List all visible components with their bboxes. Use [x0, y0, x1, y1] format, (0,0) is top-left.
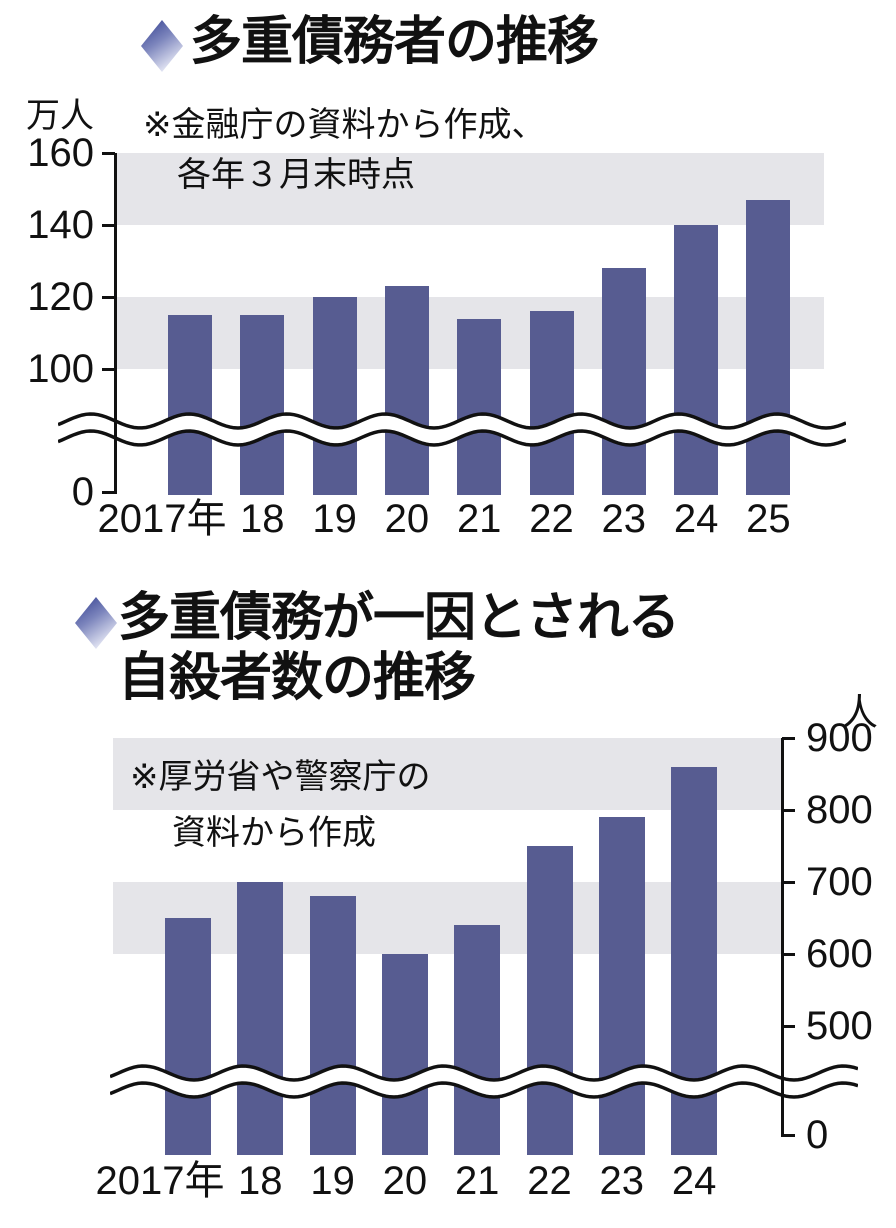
- y-tick-mark: [782, 808, 795, 812]
- y-axis-line: [113, 153, 117, 494]
- y-tick-label: 800: [806, 788, 873, 832]
- diamond-bullet-icon: [141, 20, 183, 72]
- bar-19: [312, 297, 357, 495]
- y-tick-mark: [102, 367, 115, 371]
- y-tick-mark: [782, 736, 795, 740]
- y-tick-mark: [102, 223, 115, 227]
- x-axis-label: 21: [454, 1159, 500, 1203]
- x-axis-label: 18: [240, 497, 285, 541]
- gray-band: [113, 738, 782, 810]
- bar-2017: [165, 918, 211, 1155]
- x-axis-label: 18: [238, 1159, 283, 1203]
- y-tick-label: 600: [806, 932, 873, 976]
- chart1-unit-label: 万人: [26, 97, 94, 135]
- bar-22: [529, 311, 574, 495]
- x-axis-label: 20: [384, 497, 430, 541]
- x-axis-label: 23: [601, 497, 647, 541]
- x-axis-label: 24: [671, 1159, 717, 1203]
- bar-22: [526, 846, 573, 1155]
- x-axis-label: 19: [312, 497, 357, 541]
- bar-19: [309, 896, 356, 1155]
- y-tick-mark: [102, 295, 115, 299]
- x-axis-label: 22: [529, 497, 574, 541]
- bar-20: [381, 954, 428, 1155]
- chart1-title: 多重債務者の推移: [190, 13, 599, 71]
- x-axis-label: 25: [746, 497, 791, 541]
- bar-21: [454, 925, 501, 1155]
- chart1-note-line1: ※金融庁の資料から作成、: [143, 106, 546, 144]
- x-axis-label: 19: [310, 1159, 355, 1203]
- y-tick-label: 120: [27, 275, 94, 319]
- diamond-bullet-icon: [75, 597, 117, 649]
- chart2-title-line2: 自殺者数の推移: [118, 649, 476, 707]
- y-tick-label: 100: [27, 347, 94, 391]
- y-tick-mark: [102, 490, 115, 494]
- bar-20: [384, 286, 429, 495]
- bar-25: [746, 199, 791, 495]
- chart1-note-line2: 各年３月末時点: [177, 156, 415, 194]
- y-tick-label: 160: [27, 131, 94, 175]
- bar-23: [598, 817, 645, 1155]
- bar-24: [674, 225, 719, 495]
- bar-18: [240, 315, 285, 495]
- x-axis-label: 2017年: [97, 497, 227, 541]
- x-axis-label: 20: [382, 1159, 428, 1203]
- chart2-unit-label: 人: [841, 692, 878, 733]
- gray-band: [113, 882, 782, 954]
- y-axis-line: [780, 738, 784, 1137]
- y-tick-label: 140: [27, 203, 94, 247]
- x-axis-label: 24: [673, 497, 719, 541]
- bar-21: [457, 318, 502, 495]
- x-axis-label: 2017年: [95, 1159, 225, 1203]
- bar-23: [601, 268, 646, 495]
- gray-band: [115, 153, 824, 225]
- chart2-note-line2: 資料から作成: [172, 814, 376, 852]
- y-tick-mark: [782, 1133, 795, 1137]
- y-tick-label: 500: [806, 1004, 873, 1048]
- axis-break-wave: [110, 1064, 858, 1099]
- y-tick-label: 900: [806, 716, 873, 760]
- y-tick-label: 0: [806, 1113, 829, 1157]
- chart2-note-line1: ※厚労省や警察庁の: [130, 758, 431, 796]
- bar-2017: [168, 315, 212, 495]
- chart2-title-line1: 多重債務が一因とされる: [118, 589, 680, 647]
- y-tick-mark: [102, 151, 115, 155]
- y-tick-label: 0: [71, 470, 94, 514]
- y-tick-label: 700: [806, 860, 873, 904]
- axis-break-wave: [58, 412, 846, 447]
- y-tick-mark: [782, 952, 795, 956]
- bar-18: [237, 882, 284, 1155]
- x-axis-label: 21: [456, 497, 502, 541]
- x-axis-label: 23: [599, 1159, 645, 1203]
- y-tick-mark: [782, 880, 795, 884]
- y-tick-mark: [782, 1024, 795, 1028]
- x-axis-label: 22: [527, 1159, 572, 1203]
